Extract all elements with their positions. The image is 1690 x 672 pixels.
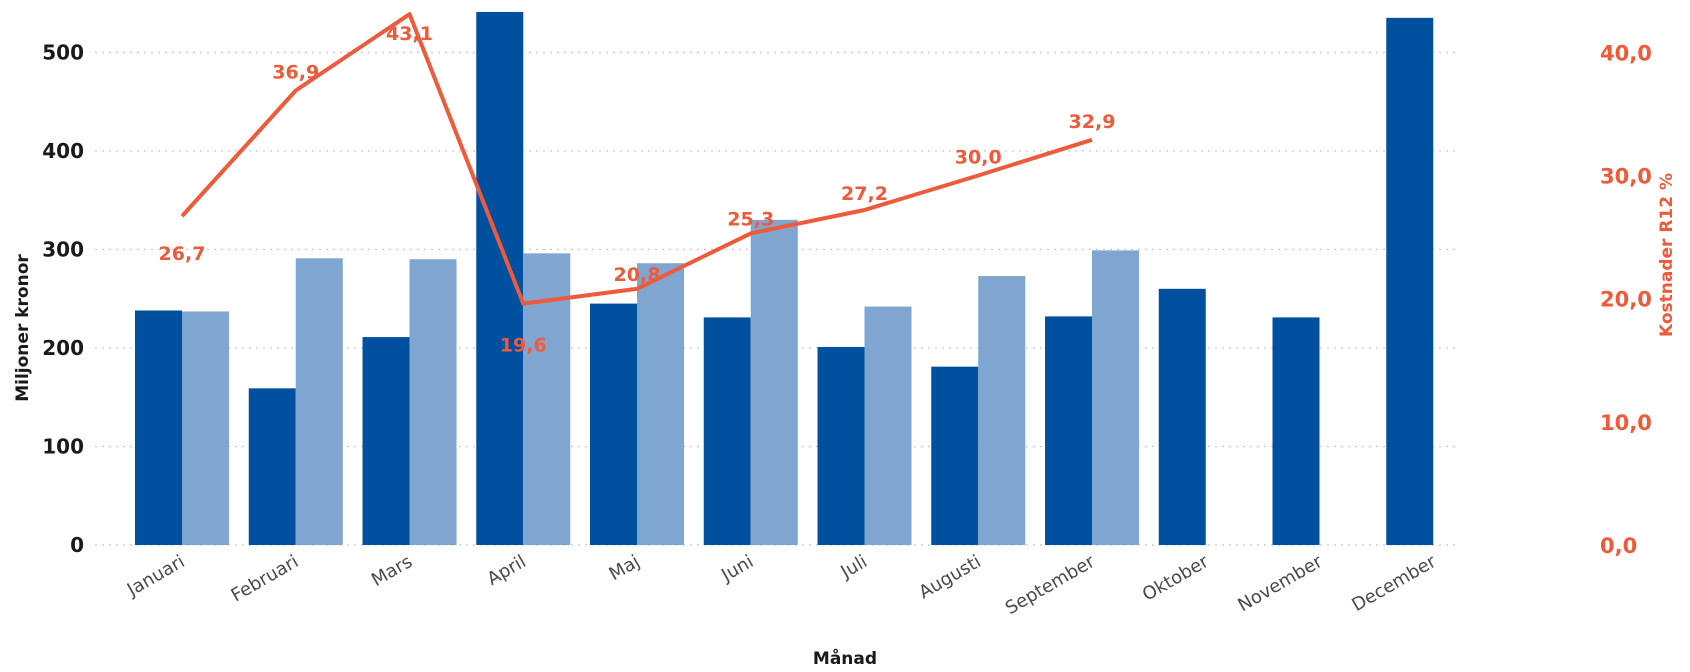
bar-series-2-januari (182, 311, 229, 545)
r12-line-path (180, 12, 1093, 306)
line-data-label: 25,3 (727, 208, 774, 230)
category-label: Februari (228, 551, 303, 606)
category-label: Oktober (1139, 551, 1213, 606)
category-label: September (1002, 551, 1099, 619)
bar-series-1-juli (817, 346, 865, 545)
bars (135, 11, 1434, 546)
left-axis-ticks: 0 100 200 300 400 500 (42, 40, 84, 557)
bar-series-2-juni (750, 219, 798, 545)
line-data-label: 19,6 (500, 335, 547, 357)
r12-line (180, 12, 1093, 306)
category-label: December (1348, 551, 1440, 616)
y-axis-title-right: Kostnader R12 % (1657, 173, 1677, 337)
bar-series-2-juli (864, 306, 912, 545)
bar-series-1-december (1386, 17, 1434, 545)
bar-series-1-april (476, 11, 524, 545)
bar-series-2-september (1092, 250, 1139, 546)
line-data-label: 32,9 (1069, 111, 1116, 133)
bar-series-1-mars (362, 337, 410, 545)
category-label: April (484, 551, 530, 590)
right-axis-ticks: 0,0 10,0 20,0 30,0 40,0 (1600, 41, 1652, 558)
category-label: Augusti (915, 551, 984, 603)
bar-series-2-maj (637, 263, 684, 545)
right-tick-label: 20,0 (1600, 288, 1652, 312)
line-data-label: 26,7 (159, 243, 206, 265)
bar-series-1-augusti (931, 366, 979, 545)
left-tick-label: 500 (42, 40, 84, 64)
category-label: Juni (717, 551, 757, 586)
bar-series-1-oktober (1158, 288, 1206, 545)
bar-series-1-januari (135, 310, 182, 545)
x-axis-title: Månad (813, 647, 877, 669)
category-labels: Januari Februari Mars April Maj Juni Juli Augus… (123, 551, 1440, 619)
bar-series-1-november (1272, 317, 1320, 545)
y-axis-title-left: Miljoner kronor (13, 254, 33, 402)
left-tick-label: 400 (42, 139, 84, 163)
category-label: Mars (368, 551, 416, 591)
bar-series-2-februari (295, 258, 343, 545)
bar-series-1-september (1045, 316, 1092, 545)
right-tick-label: 40,0 (1600, 41, 1652, 65)
line-data-label: 43,1 (386, 23, 433, 45)
left-tick-label: 200 (42, 336, 84, 360)
line-data-label: 36,9 (272, 62, 319, 84)
category-label: Januari (123, 551, 189, 601)
left-tick-label: 100 (42, 434, 84, 458)
category-label: Maj (606, 551, 644, 585)
right-tick-label: 30,0 (1600, 165, 1652, 189)
bar-series-2-augusti (978, 276, 1026, 545)
line-data-label: 27,2 (841, 183, 888, 205)
right-tick-label: 10,0 (1600, 411, 1652, 435)
left-tick-label: 300 (42, 237, 84, 261)
bar-series-1-maj (590, 303, 637, 545)
category-label: Juli (836, 551, 871, 583)
bar-series-2-mars (409, 259, 457, 545)
line-data-label: 30,0 (955, 147, 1002, 169)
left-tick-label: 0 (70, 533, 84, 557)
right-tick-label: 0,0 (1600, 534, 1637, 558)
line-data-labels: 26,7 36,9 43,1 19,6 20,8 25,3 27,2 30,0 32,9 (159, 23, 1116, 356)
category-label: November (1234, 551, 1326, 616)
bar-series-1-juni (703, 317, 751, 545)
line-data-label: 20,8 (614, 264, 661, 286)
bar-series-1-februari (248, 388, 296, 545)
